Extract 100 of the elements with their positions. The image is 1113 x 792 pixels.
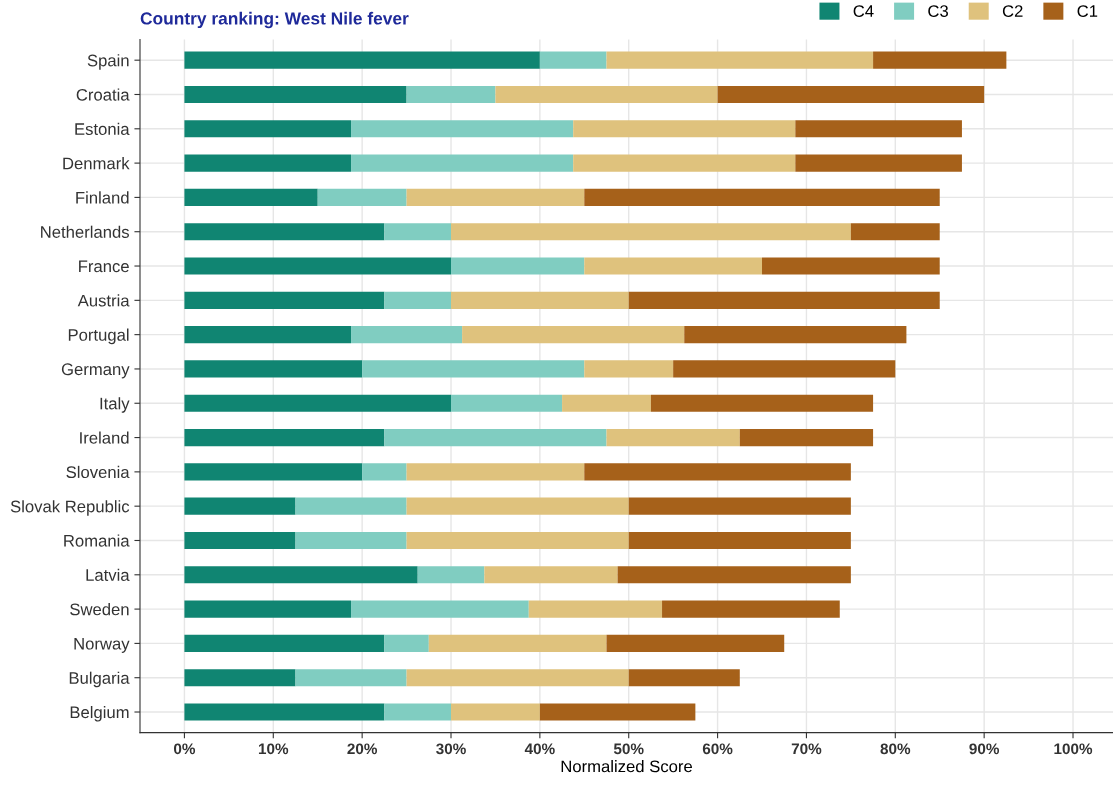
x-tick-label: 0% <box>173 743 196 755</box>
bar <box>873 51 1007 69</box>
x-axis-title: Normalized Score <box>561 760 692 773</box>
bar <box>184 223 385 241</box>
y-tick-label: France <box>79 260 129 273</box>
chart-title: Country ranking: West Nile fever <box>140 11 409 29</box>
bar <box>495 85 718 104</box>
bar <box>606 51 874 69</box>
bar <box>184 463 363 481</box>
y-tick-label: Romania <box>64 534 130 547</box>
bar <box>573 154 796 172</box>
bar <box>584 188 940 206</box>
x-tick-label: 20% <box>347 743 378 755</box>
bar <box>184 154 352 172</box>
bar <box>384 703 451 721</box>
bar <box>539 703 696 721</box>
bar <box>650 394 874 412</box>
bar <box>406 188 585 206</box>
bar <box>606 634 785 652</box>
bar <box>184 634 385 652</box>
bar <box>184 188 318 206</box>
bar <box>184 703 385 721</box>
y-tick-label: Finland <box>76 191 129 204</box>
bar <box>384 291 451 309</box>
bar <box>184 120 352 138</box>
y-tick-label: Denmark <box>63 157 130 170</box>
y-tick-label: Sweden <box>70 603 129 616</box>
bar <box>606 428 740 447</box>
bar <box>317 188 407 206</box>
legend-label: C2 <box>1002 5 1023 17</box>
x-tick-label: 30% <box>436 743 466 755</box>
bar <box>484 566 618 584</box>
bar <box>739 428 874 447</box>
y-tick-label: Norway <box>74 637 130 653</box>
bar <box>795 120 962 138</box>
y-tick-label: Spain <box>87 54 129 70</box>
bar <box>295 531 407 550</box>
bar <box>584 257 763 275</box>
bar <box>451 703 540 721</box>
bar <box>351 154 574 172</box>
bar <box>184 566 418 584</box>
bar <box>417 566 485 584</box>
bar <box>528 600 663 618</box>
x-tick-label: 10% <box>258 743 289 755</box>
bar <box>451 257 585 275</box>
bar <box>406 497 629 515</box>
x-tick-label: 60% <box>702 743 733 755</box>
bar <box>406 531 629 550</box>
y-tick-label: Bulgaria <box>69 671 130 688</box>
bar <box>584 463 851 481</box>
bar <box>617 566 851 584</box>
bar <box>573 120 796 138</box>
bar <box>295 669 407 687</box>
y-tick-label: Ireland <box>80 431 129 444</box>
y-tick-label: Estonia <box>75 122 130 135</box>
bar <box>184 257 451 275</box>
bar <box>384 634 429 652</box>
legend-label: C1 <box>1077 5 1098 17</box>
bar <box>684 326 907 344</box>
bar <box>184 51 540 69</box>
bar <box>451 394 563 412</box>
x-tick-label: 80% <box>880 743 911 755</box>
y-tick-label: Netherlands <box>41 225 129 238</box>
x-tick-label: 50% <box>613 743 644 755</box>
bar <box>184 85 407 104</box>
bar <box>462 326 685 344</box>
bar <box>184 291 385 309</box>
bar <box>184 669 296 687</box>
bar <box>584 360 674 378</box>
bar <box>795 154 962 172</box>
bar <box>662 600 840 618</box>
x-tick-label: 90% <box>969 743 1000 755</box>
bar <box>184 531 296 550</box>
y-tick-label: Germany <box>61 363 130 379</box>
bar <box>184 326 352 344</box>
bar <box>673 360 896 378</box>
y-tick-label: Austria <box>77 294 130 307</box>
bar <box>628 291 940 309</box>
bar <box>628 669 740 687</box>
bar <box>850 223 940 241</box>
bar <box>351 326 463 344</box>
bar <box>762 257 940 275</box>
bar <box>362 360 585 378</box>
bar <box>351 120 574 138</box>
x-tick-label: 100% <box>1054 743 1093 755</box>
bar <box>539 51 607 69</box>
bar <box>295 497 407 515</box>
bar <box>562 394 651 412</box>
bar <box>406 463 585 481</box>
legend-label: C3 <box>928 5 948 17</box>
bar <box>184 428 385 447</box>
bar <box>406 85 496 104</box>
bar <box>362 463 407 481</box>
y-tick-label: Italy <box>100 397 130 413</box>
bar <box>384 223 451 241</box>
bar <box>184 497 296 515</box>
legend-label: C4 <box>853 5 874 17</box>
y-tick-label: Slovenia <box>66 465 130 479</box>
bar <box>428 634 607 652</box>
bar <box>451 223 851 241</box>
